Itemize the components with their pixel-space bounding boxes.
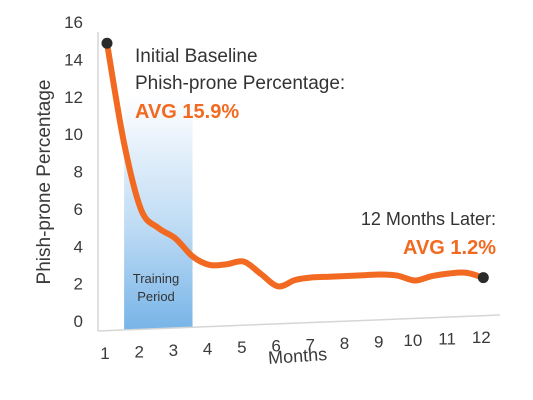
y-tick-label: 12 — [64, 88, 83, 107]
x-tick-label: 3 — [169, 341, 178, 360]
x-axis-label: Months — [267, 344, 327, 368]
y-tick-label: 0 — [74, 312, 83, 331]
later-avg-value: AVG 1.2% — [403, 237, 496, 259]
x-tick-label: 12 — [472, 328, 491, 347]
x-tick-label: 8 — [340, 334, 349, 353]
y-axis-label: Phish-prone Percentage — [34, 80, 55, 285]
baseline-annotation-line2: Phish-prone Percentage: — [135, 73, 345, 94]
x-tick-label: 11 — [438, 329, 456, 348]
y-tick-label: 14 — [64, 50, 83, 69]
x-tick-label: 6 — [271, 337, 280, 356]
series-line — [104, 40, 487, 290]
end-point-marker — [477, 272, 489, 284]
baseline-avg-value: AVG 15.9% — [135, 101, 239, 123]
x-tick-label: 1 — [100, 344, 109, 363]
x-tick-label: 9 — [374, 332, 383, 351]
y-tick-label: 4 — [74, 237, 83, 256]
x-tick-label: 7 — [306, 335, 315, 354]
x-tick-label: 2 — [134, 343, 143, 362]
training-label-line2: Period — [137, 289, 175, 304]
training-label-line1: Training — [133, 271, 179, 286]
later-annotation-line1: 12 Months Later: — [361, 209, 496, 229]
y-tick-label: 16 — [64, 13, 83, 32]
start-point-marker — [101, 37, 113, 49]
y-tick-label: 2 — [74, 275, 83, 294]
y-tick-label: 10 — [64, 125, 83, 144]
x-tick-label: 4 — [203, 340, 212, 359]
x-tick-label: 10 — [403, 331, 422, 350]
x-axis-line — [97, 314, 501, 332]
x-tick-label: 5 — [237, 338, 246, 357]
y-tick-label: 6 — [74, 200, 83, 219]
training-period-region — [124, 95, 193, 331]
y-tick-label: 8 — [74, 163, 83, 182]
baseline-annotation-line1: Initial Baseline — [135, 46, 258, 67]
